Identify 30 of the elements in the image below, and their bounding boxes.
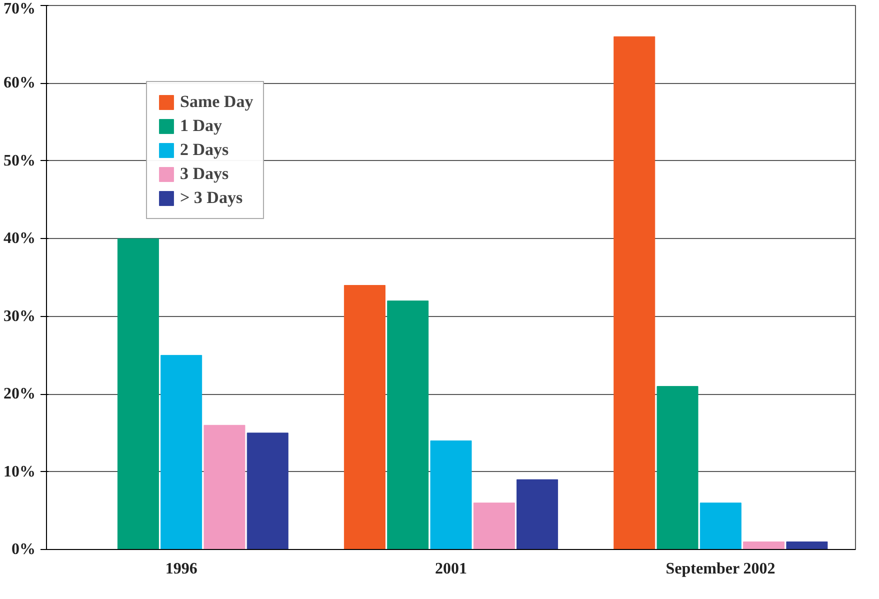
bar — [656, 386, 698, 550]
bar — [743, 541, 785, 550]
legend-label: 1 Day — [180, 116, 222, 136]
bar — [160, 354, 202, 550]
legend-label: Same Day — [180, 92, 254, 112]
bar — [516, 479, 558, 550]
legend-label: > 3 Days — [180, 188, 243, 208]
legend-label: 3 Days — [180, 164, 229, 184]
bar — [614, 36, 656, 550]
y-tick-label: 40% — [4, 230, 36, 248]
y-tick-label: 60% — [4, 74, 36, 92]
bar — [430, 440, 472, 550]
bar — [387, 300, 429, 550]
x-tick-label: 1996 — [165, 560, 198, 578]
bar — [117, 238, 159, 550]
legend-label: 2 Days — [180, 140, 229, 160]
y-tick-label: 30% — [4, 308, 36, 325]
bar — [246, 432, 288, 550]
bar — [700, 502, 742, 550]
y-tick-label: 50% — [4, 152, 36, 170]
y-tick-label: 0% — [12, 541, 36, 558]
bar — [344, 285, 386, 550]
y-tick-label: 20% — [4, 386, 36, 403]
bar — [204, 424, 246, 550]
x-tick-label: September 2002 — [666, 560, 776, 578]
y-tick-label: 70% — [4, 0, 36, 18]
bar — [786, 541, 828, 550]
x-tick-label: 2001 — [435, 560, 467, 578]
bar — [473, 502, 515, 550]
y-tick-label: 10% — [4, 463, 36, 480]
